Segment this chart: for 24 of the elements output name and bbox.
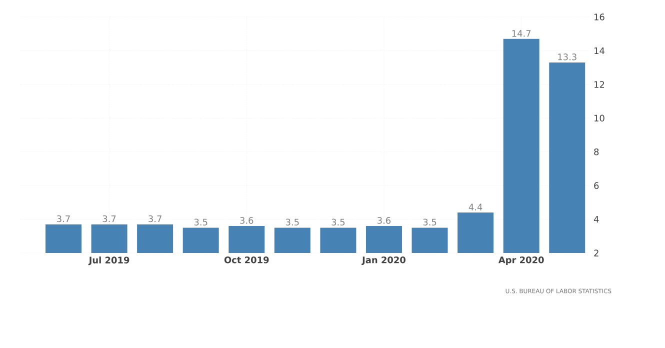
y-tick-label: 4	[594, 216, 599, 223]
x-tick-label: Jul 2019	[88, 256, 130, 266]
data-label: 3.7	[57, 215, 70, 222]
data-label: 3.7	[102, 215, 116, 222]
y-tick-label: 10	[594, 114, 604, 122]
y-tick-label: 12	[594, 81, 604, 88]
x-tick-label: Jan 2020	[362, 256, 406, 265]
y-tick-label: 16	[594, 14, 604, 20]
data-label: 3.5	[286, 218, 299, 226]
data-label: 3.6	[378, 217, 391, 224]
x-tick-label: Oct 2019	[224, 256, 269, 264]
data-label: 3.5	[194, 218, 208, 226]
x-tick-label: Apr 2020	[498, 256, 544, 266]
y-tick-label: 6	[594, 182, 599, 189]
data-label: 3.5	[332, 218, 345, 226]
y-tick-label: 2	[594, 250, 598, 256]
y-tick-label: 14	[594, 47, 604, 54]
data-label: 3.6	[240, 217, 254, 224]
data-label: 4.4	[468, 204, 482, 210]
data-label: 3.7	[148, 215, 162, 222]
data-label: 14.7	[512, 30, 531, 37]
y-tick-label: 8	[594, 148, 599, 156]
data-label: 3.5	[423, 218, 436, 226]
data-label: 13.3	[558, 54, 576, 60]
